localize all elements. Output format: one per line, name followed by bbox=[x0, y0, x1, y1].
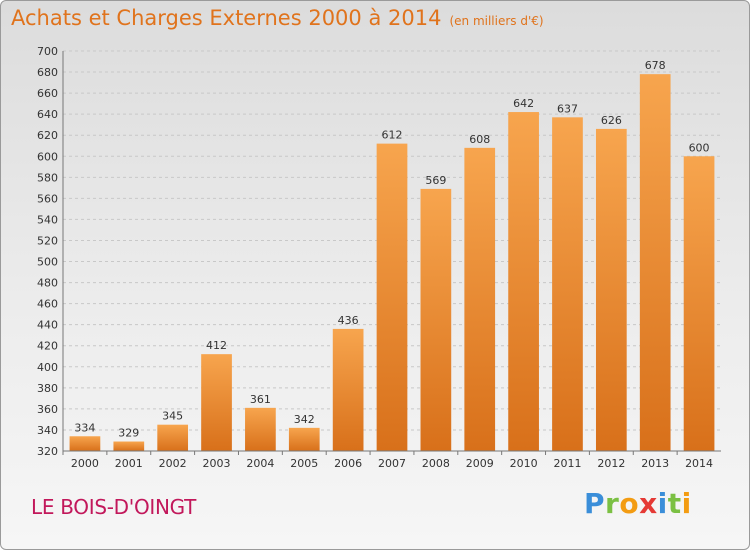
x-tick-label-2003: 2003 bbox=[203, 457, 231, 470]
bar-2006 bbox=[332, 328, 364, 451]
y-tick-label: 440 bbox=[37, 319, 58, 332]
y-tick-label: 320 bbox=[37, 445, 58, 458]
data-labels: 334 329 345 412 361 342 436 612 569 608 642 637 626 6… bbox=[74, 59, 709, 439]
title-unit: (en milliers d'€) bbox=[449, 14, 544, 28]
y-tick-label: 640 bbox=[37, 108, 58, 121]
data-label-2010: 642 bbox=[513, 97, 534, 110]
data-label-2013: 678 bbox=[645, 59, 666, 72]
x-tick-label-2011: 2011 bbox=[553, 457, 581, 470]
y-tick-label: 400 bbox=[37, 361, 58, 374]
y-tick-label: 660 bbox=[37, 87, 58, 100]
y-tick-label: 520 bbox=[37, 234, 58, 247]
data-label-2000: 334 bbox=[74, 421, 95, 434]
x-tick-label-2014: 2014 bbox=[685, 457, 713, 470]
axes: 320 340 360 380 400 420 440 460 480 500 520 540 560 5… bbox=[37, 45, 721, 470]
bar-2008 bbox=[420, 188, 452, 452]
x-tick-label-2005: 2005 bbox=[290, 457, 318, 470]
y-tick-label: 700 bbox=[37, 45, 58, 58]
data-label-2005: 342 bbox=[294, 413, 315, 426]
y-tick-label: 680 bbox=[37, 66, 58, 79]
y-tick-label: 380 bbox=[37, 382, 58, 395]
x-tick-label-2000: 2000 bbox=[71, 457, 99, 470]
proxiti-logo[interactable]: Proxiti bbox=[584, 487, 692, 520]
data-label-2001: 329 bbox=[118, 427, 139, 440]
data-label-2009: 608 bbox=[469, 133, 490, 146]
data-label-2006: 436 bbox=[338, 314, 359, 327]
bar-2013 bbox=[639, 74, 671, 451]
y-tick-label: 340 bbox=[37, 424, 58, 437]
bar-2004 bbox=[245, 407, 276, 451]
place-name: LE BOIS-D'OINGT bbox=[31, 495, 197, 519]
bar-2012 bbox=[595, 128, 627, 451]
bar-2007 bbox=[376, 143, 408, 451]
chart-title: Achats et Charges Externes 2000 à 2014 (e… bbox=[11, 6, 544, 30]
y-tick-label: 540 bbox=[37, 213, 58, 226]
y-tick-label: 580 bbox=[37, 171, 58, 184]
x-tick-label-2001: 2001 bbox=[115, 457, 143, 470]
y-tick-label: 420 bbox=[37, 340, 58, 353]
data-label-2014: 600 bbox=[689, 141, 710, 154]
y-tick-label: 500 bbox=[37, 256, 58, 269]
bar-2002 bbox=[157, 424, 189, 451]
y-tick-label: 360 bbox=[37, 403, 58, 416]
data-label-2007: 612 bbox=[382, 129, 403, 142]
data-label-2004: 361 bbox=[250, 393, 271, 406]
x-tick-label-2009: 2009 bbox=[466, 457, 494, 470]
y-tick-label: 600 bbox=[37, 150, 58, 163]
title-text: Achats et Charges Externes 2000 à 2014 bbox=[11, 6, 442, 30]
bar-2001 bbox=[113, 441, 145, 451]
data-label-2002: 345 bbox=[162, 410, 183, 423]
bars bbox=[69, 74, 715, 452]
x-tick-label-2006: 2006 bbox=[334, 457, 362, 470]
y-tick-label: 460 bbox=[37, 298, 58, 311]
bar-2010 bbox=[508, 112, 539, 451]
x-tick-label-2002: 2002 bbox=[159, 457, 187, 470]
x-tick-label-2004: 2004 bbox=[246, 457, 274, 470]
bar-2009 bbox=[464, 147, 496, 451]
data-label-2008: 569 bbox=[425, 174, 446, 187]
y-tick-label: 480 bbox=[37, 277, 58, 290]
bar-2000 bbox=[69, 436, 101, 451]
x-tick-label-2007: 2007 bbox=[378, 457, 406, 470]
y-tick-label: 560 bbox=[37, 192, 58, 205]
x-tick-label-2012: 2012 bbox=[597, 457, 625, 470]
x-tick-label-2010: 2010 bbox=[510, 457, 538, 470]
x-tick-label-2013: 2013 bbox=[641, 457, 669, 470]
data-label-2012: 626 bbox=[601, 114, 622, 127]
bar-2011 bbox=[552, 117, 583, 451]
data-label-2003: 412 bbox=[206, 339, 227, 352]
bar-2003 bbox=[201, 354, 232, 451]
y-tick-label: 620 bbox=[37, 129, 58, 142]
bar-2014 bbox=[683, 156, 715, 451]
x-tick-label-2008: 2008 bbox=[422, 457, 450, 470]
bar-2005 bbox=[288, 427, 320, 451]
data-label-2011: 637 bbox=[557, 102, 578, 115]
